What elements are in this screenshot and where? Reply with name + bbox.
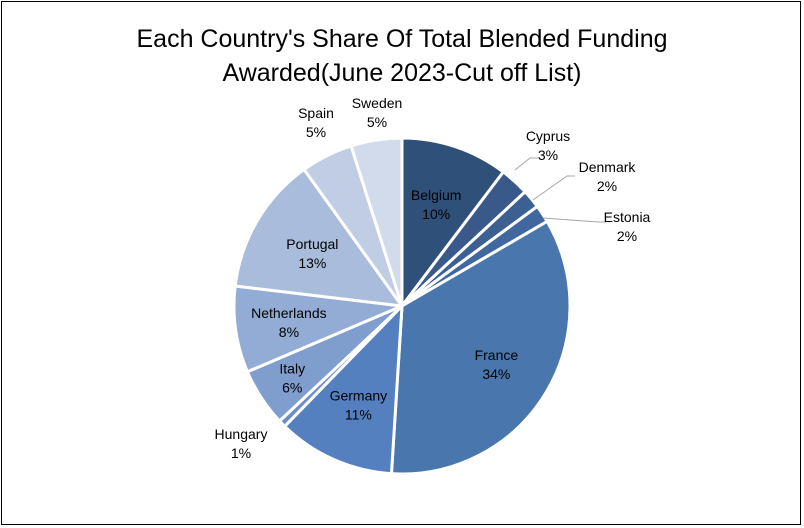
chart-title-line-2: Awarded(June 2023-Cut off List)	[222, 59, 582, 87]
slice-label-denmark: Denmark 2%	[579, 159, 637, 194]
slice-name-spain: Spain	[298, 105, 334, 121]
slice-label-sweden: Sweden 5%	[352, 95, 403, 130]
slice-name-estonia: Estonia	[604, 209, 651, 225]
slice-percent-hungary: 1%	[231, 445, 251, 461]
chart-title-line-1: Each Country's Share Of Total Blended Fu…	[136, 25, 668, 53]
slice-percent-cyprus: 3%	[538, 147, 558, 163]
slice-name-sweden: Sweden	[352, 95, 403, 111]
slice-percent-sweden: 5%	[367, 114, 387, 130]
slice-name-france: France	[475, 347, 519, 363]
slice-name-denmark: Denmark	[579, 159, 637, 175]
slice-name-netherlands: Netherlands	[251, 305, 327, 321]
slice-name-cyprus: Cyprus	[526, 128, 570, 144]
slice-label-hungary: Hungary 1%	[215, 426, 268, 461]
leader-line-cyprus	[514, 157, 538, 171]
slice-percent-portugal: 13%	[298, 255, 326, 271]
slice-percent-france: 34%	[482, 366, 510, 382]
slice-label-germany: Germany 11%	[330, 387, 388, 422]
leader-line-denmark	[532, 175, 575, 201]
slice-name-italy: Italy	[279, 361, 305, 377]
slice-percent-denmark: 2%	[597, 178, 617, 194]
pie-slice-sweden	[349, 136, 404, 308]
slice-label-france: France 34%	[475, 347, 519, 382]
slice-label-portugal: Portugal 13%	[286, 236, 338, 271]
leader-line-estonia	[542, 217, 606, 223]
slice-label-belgium: Belgium 10%	[411, 187, 462, 222]
pie-slice-netherlands	[232, 284, 404, 374]
chart-title: Each Country's Share Of Total Blended Fu…	[2, 22, 802, 90]
slice-name-germany: Germany	[330, 387, 388, 403]
slice-name-hungary: Hungary	[215, 426, 268, 442]
slice-percent-spain: 5%	[306, 124, 326, 140]
slice-percent-germany: 11%	[345, 406, 372, 422]
slice-label-spain: Spain 5%	[298, 105, 334, 140]
pie-slice-belgium	[400, 136, 505, 308]
slice-percent-italy: 6%	[282, 380, 302, 396]
slice-label-netherlands: Netherlands 8%	[251, 305, 327, 340]
pie-slice-germany	[283, 304, 404, 476]
slice-label-estonia: Estonia 2%	[604, 209, 651, 244]
slice-percent-estonia: 2%	[617, 228, 637, 244]
slice-label-italy: Italy 6%	[279, 361, 305, 396]
slice-percent-belgium: 10%	[422, 206, 450, 222]
slice-percent-netherlands: 8%	[279, 324, 299, 340]
slice-label-cyprus: Cyprus 3%	[526, 128, 570, 163]
slice-name-portugal: Portugal	[286, 236, 338, 252]
pie-slice-france	[389, 219, 572, 476]
slice-name-belgium: Belgium	[411, 187, 462, 203]
pie-slice-portugal	[233, 167, 404, 308]
